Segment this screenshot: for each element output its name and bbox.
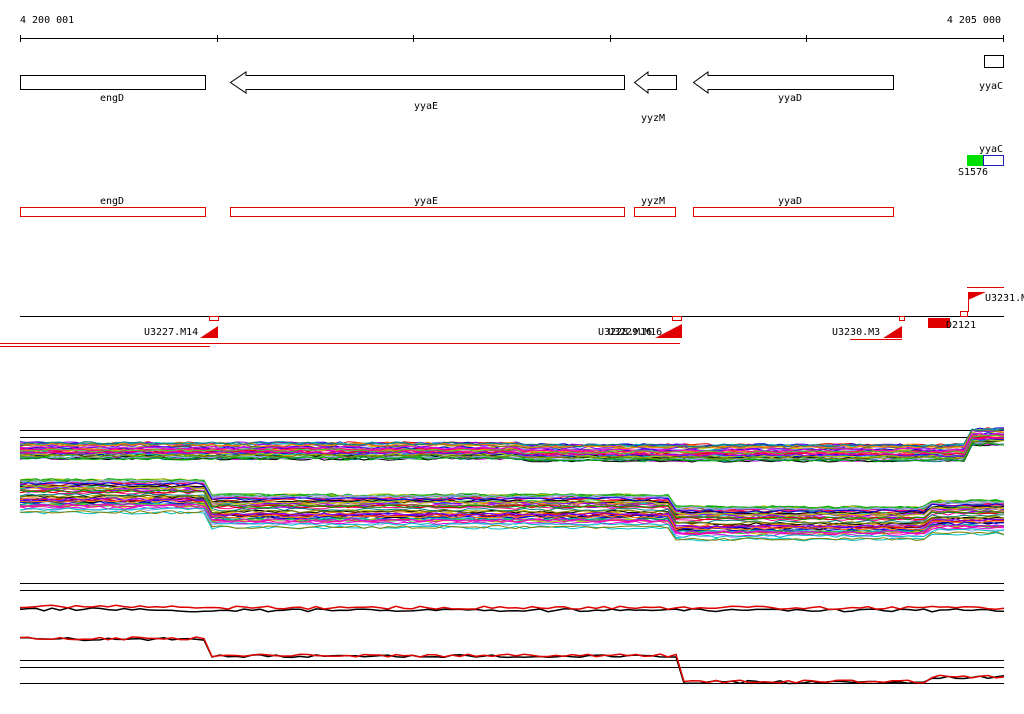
expression-trace: [19, 503, 1005, 535]
expression-trace: [19, 636, 1005, 684]
gene-label: yyaD: [778, 93, 802, 104]
expression-trace: [19, 636, 1005, 685]
expression-trace: [19, 434, 1005, 455]
expression-trace: [19, 492, 1005, 524]
transcript-label: U3228.M16: [598, 327, 652, 338]
expression-trace: [19, 507, 1005, 539]
expression-trace: [19, 442, 1005, 463]
expression-trace: [19, 432, 1005, 452]
expression-trace: [19, 510, 1005, 542]
expression-trace: [19, 499, 1005, 531]
expression-trace: [19, 479, 1005, 511]
transcript-label: D2121: [946, 320, 976, 331]
ruler: [20, 35, 1004, 42]
gene-track: [20, 55, 1004, 95]
expression-trace: [19, 497, 1005, 529]
expression-trace: [19, 436, 1005, 457]
feature-site: [967, 155, 983, 166]
expression-trace: [19, 487, 1005, 519]
expression-trace: [19, 489, 1005, 521]
transcript-label: U3227.M14: [144, 327, 198, 338]
expression-trace: [19, 482, 1005, 514]
ruler-end: 4 205 000: [947, 15, 1001, 26]
transcript-label: U3229.M16: [608, 327, 662, 338]
ruler-start: 4 200 001: [20, 15, 74, 26]
cds-label: engD: [100, 196, 124, 207]
expression-trace: [19, 497, 1005, 529]
gene-label: yyaE: [414, 101, 438, 112]
gene-label: engD: [100, 93, 124, 104]
expression-trace: [19, 478, 1005, 510]
gene-label: yyzM: [641, 113, 665, 124]
expression-trace: [19, 428, 1005, 448]
expression-trace: [19, 502, 1005, 534]
feature-label: yyaC: [979, 144, 1003, 155]
feature-label: S1576: [958, 167, 988, 178]
expression-trace: [19, 484, 1005, 516]
cds-label: yyaD: [778, 196, 802, 207]
gene-label: yyaC: [979, 81, 1003, 92]
expression-trace: [19, 604, 1005, 610]
expression-trace: [19, 607, 1005, 613]
transcript-track: [0, 287, 1004, 347]
expression-trace: [19, 429, 1005, 450]
expression-trace: [19, 439, 1005, 460]
expression-trace: [19, 485, 1005, 517]
expression-frame: [20, 430, 1004, 684]
feature-gene: [983, 155, 1004, 166]
expression-trace: [19, 494, 1005, 525]
cds-label: yyaE: [414, 196, 438, 207]
expression-traces: [19, 427, 1005, 685]
transcript-label: U3231.M: [985, 293, 1024, 304]
cds-label: yyzM: [641, 196, 665, 207]
expression-trace: [19, 437, 1004, 457]
cds-track: [20, 207, 894, 217]
transcript-label: U3230.M3: [832, 327, 880, 338]
